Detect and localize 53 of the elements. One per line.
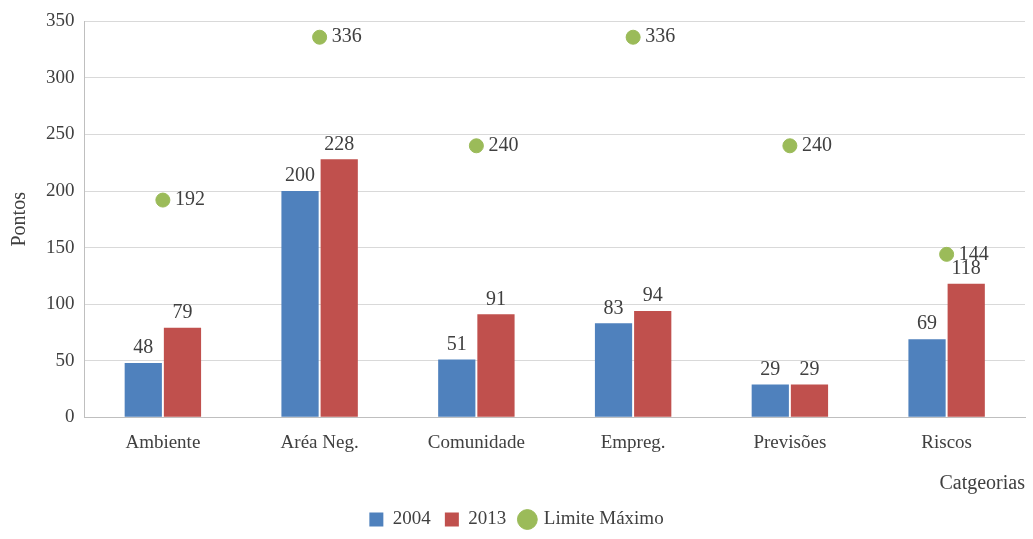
bar bbox=[751, 384, 789, 417]
bar bbox=[594, 323, 633, 417]
bar bbox=[320, 159, 358, 417]
x-tick-label: Empreg. bbox=[600, 430, 666, 452]
x-axis-title: Catgeorias bbox=[939, 471, 1026, 495]
data-label: 69 bbox=[917, 311, 938, 334]
data-label: 79 bbox=[172, 300, 193, 323]
bar bbox=[438, 359, 476, 417]
data-label: 48 bbox=[133, 335, 154, 358]
x-tick-label: Ambiente bbox=[125, 430, 201, 452]
bar bbox=[124, 362, 162, 417]
x-tick-label: Comunidade bbox=[427, 430, 525, 452]
legend-label: 2004 bbox=[392, 507, 432, 529]
bar bbox=[908, 339, 946, 417]
bar bbox=[281, 191, 319, 417]
bar bbox=[163, 327, 202, 417]
y-tick-label: 150 bbox=[46, 235, 75, 257]
y-tick-label: 350 bbox=[46, 9, 75, 31]
bar bbox=[477, 314, 515, 417]
data-label: 336 bbox=[645, 24, 676, 47]
x-tick-label: Previsões bbox=[753, 430, 827, 452]
y-tick-label: 300 bbox=[46, 65, 75, 87]
x-tick-label: Aréa Neg. bbox=[280, 430, 359, 452]
bar bbox=[947, 283, 985, 417]
y-tick-label: 100 bbox=[46, 292, 75, 314]
data-label: 200 bbox=[285, 163, 316, 186]
data-label: 83 bbox=[603, 295, 624, 318]
y-tick-label: 200 bbox=[46, 179, 75, 201]
legend-label: Limite Máximo bbox=[543, 507, 664, 529]
y-axis-title: Pontos bbox=[7, 191, 30, 247]
data-label: 29 bbox=[799, 356, 820, 379]
bar bbox=[634, 310, 672, 417]
y-tick-label: 250 bbox=[46, 122, 75, 144]
point bbox=[155, 192, 171, 208]
data-label: 240 bbox=[488, 133, 519, 156]
data-label: 336 bbox=[331, 24, 362, 47]
data-label: 29 bbox=[760, 356, 781, 379]
x-tick-label: Riscos bbox=[921, 430, 972, 452]
data-label: 94 bbox=[642, 283, 663, 306]
bar bbox=[790, 384, 829, 417]
y-tick-label: 0 bbox=[65, 405, 75, 427]
point bbox=[939, 246, 955, 262]
point bbox=[312, 29, 328, 45]
point bbox=[782, 138, 798, 154]
y-tick-label: 50 bbox=[55, 348, 75, 370]
data-label: 192 bbox=[174, 187, 205, 210]
data-label: 51 bbox=[446, 331, 467, 354]
point bbox=[468, 138, 484, 154]
legend-label: 2013 bbox=[468, 507, 507, 529]
data-label: 240 bbox=[801, 133, 832, 156]
data-label: 228 bbox=[324, 131, 355, 154]
data-label: 91 bbox=[485, 286, 506, 309]
point bbox=[625, 29, 641, 45]
